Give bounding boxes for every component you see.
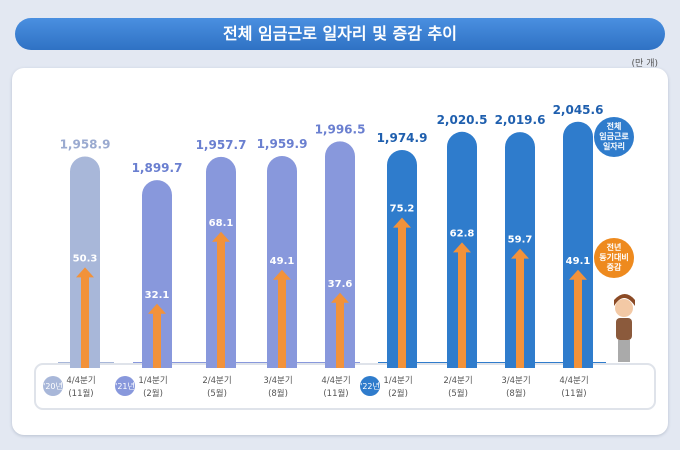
total-value-label: 1,899.7 [132,161,183,175]
category-label-sub: (5월) [448,388,468,399]
total-bar [325,141,355,368]
category-label: 4/4분기 [559,376,588,386]
category-label-sub: (5월) [207,388,227,399]
change-value-label: 59.7 [508,235,533,246]
category-label-sub: (11월) [68,388,93,399]
total-value-label: 1,974.9 [377,131,428,145]
category-label: 3/4분기 [263,376,292,386]
category-label-sub: (2월) [143,388,163,399]
change-arrow [273,269,291,368]
change-arrow [453,242,471,368]
total-value-label: 1,996.5 [315,122,366,136]
category-label-sub: (2월) [388,388,408,399]
change-value-label: 62.8 [450,228,475,239]
legend-total-bubble: 전체 임금근로 일자리 [594,117,634,157]
change-value-label: 50.3 [73,253,98,264]
chart-title: 전체 임금근로 일자리 및 증감 추이 [15,18,665,50]
category-label-sub: (11월) [561,388,586,399]
total-bar [70,156,100,368]
unit-label: (만 개) [631,59,658,69]
category-label: 2/4분기 [202,376,231,386]
year-label: '21년 [115,381,135,391]
total-value-label: 2,019.6 [495,113,546,127]
year-label: '20년 [43,381,63,391]
change-value-label: 37.6 [328,279,353,290]
category-label: 1/4분기 [138,376,167,386]
change-value-label: 32.1 [145,290,170,301]
total-value-label: 2,045.6 [553,103,604,117]
year-badge [43,376,63,396]
category-label: 1/4분기 [383,376,412,386]
total-value-label: 1,959.9 [257,137,308,151]
total-bar [142,180,172,368]
change-value-label: 49.1 [270,256,295,267]
total-bar [267,156,297,368]
change-arrow [393,217,411,368]
change-arrow [76,267,94,368]
total-value-label: 2,020.5 [437,113,488,127]
total-value-label: 1,958.9 [60,137,111,151]
year-badge [360,376,380,396]
change-value-label: 75.2 [390,204,415,215]
total-value-label: 1,957.7 [196,138,247,152]
category-label: 4/4분기 [66,376,95,386]
change-arrow [148,303,166,368]
change-value-label: 49.1 [566,256,591,267]
change-value-label: 68.1 [209,218,234,229]
category-label: 4/4분기 [321,376,350,386]
legend-change-bubble: 전년 동기대비 증감 [594,238,634,278]
change-arrow [569,269,587,368]
category-label-sub: (8월) [506,388,526,399]
change-arrow [212,231,230,368]
year-badge [115,376,135,396]
year-label: '22년 [360,381,380,391]
category-label: 3/4분기 [501,376,530,386]
category-label-sub: (11월) [323,388,348,399]
change-arrow [511,248,529,368]
change-arrow [331,292,349,368]
category-label-sub: (8월) [268,388,288,399]
total-bar [563,121,593,368]
category-label: 2/4분기 [443,376,472,386]
